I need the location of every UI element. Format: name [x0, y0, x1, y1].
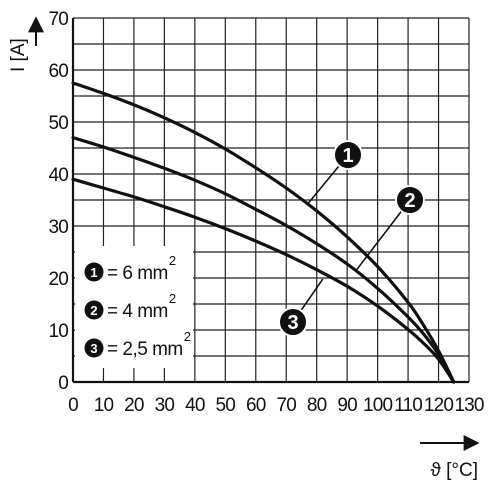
x-tick-label: 10 [94, 395, 114, 416]
y-tick-label: 30 [48, 217, 68, 238]
legend-superscript-1: 2 [169, 253, 176, 268]
x-tick-label: 40 [185, 395, 205, 416]
legend-badge-2 [84, 300, 104, 320]
callout-badge-2 [395, 185, 425, 215]
x-tick-label: 100 [363, 395, 393, 416]
x-tick-label: 50 [216, 395, 236, 416]
legend-badge-number-2: 2 [90, 303, 97, 318]
legend-superscript-2: 2 [169, 291, 176, 306]
y-axis-title-group: I [A] [8, 16, 44, 72]
grid [71, 17, 470, 384]
legend-label-2: = 4 mm [107, 301, 168, 322]
legend-superscript-3: 2 [184, 329, 191, 344]
callout-badge-number-2: 2 [404, 190, 415, 212]
y-tick-label: 40 [48, 165, 68, 186]
x-axis-ticks: 0 10 20 30 40 50 60 70 80 90 100 110 120 130 [68, 395, 485, 416]
x-tick-label: 70 [276, 395, 296, 416]
x-tick-label: 60 [246, 395, 266, 416]
callout-badge-1 [333, 140, 363, 170]
x-tick-label: 110 [394, 395, 422, 416]
legend-badge-number-3: 3 [90, 341, 97, 356]
x-tick-label: 20 [124, 395, 144, 416]
series-line-2 [71, 136, 456, 384]
series-line-1 [71, 81, 456, 384]
y-axis-ticks: 0 10 20 30 40 50 60 70 [48, 9, 69, 394]
legend-badge-1 [84, 262, 104, 282]
x-tick-label: 80 [307, 395, 327, 416]
legend-badge-number-1: 1 [90, 265, 97, 280]
x-axis-title-group: ϑ [°C] [420, 435, 480, 481]
y-tick-label: 10 [48, 321, 68, 342]
legend-label-3: = 2,5 mm [107, 339, 183, 360]
x-tick-label: 90 [337, 395, 357, 416]
y-tick-label: 70 [48, 9, 68, 30]
legend-badge-3 [84, 338, 104, 358]
y-tick-label: 0 [58, 373, 68, 394]
y-tick-label: 60 [48, 61, 68, 82]
legend-label-1: = 6 mm [107, 263, 168, 284]
x-tick-label: 120 [424, 395, 454, 416]
x-tick-label: 0 [68, 395, 78, 416]
series-line-3 [71, 177, 456, 384]
series-callouts: 1 2 3 [278, 140, 425, 337]
x-tick-label: 130 [454, 395, 484, 416]
series-curves [71, 81, 456, 384]
y-axis-title: I [A] [8, 38, 29, 72]
y-tick-label: 50 [48, 113, 68, 134]
y-tick-label: 20 [48, 269, 68, 290]
callout-badge-number-1: 1 [342, 145, 353, 167]
x-axis-title: ϑ [°C] [430, 460, 478, 481]
callout-badge-number-3: 3 [287, 312, 298, 334]
callout-badge-3 [278, 307, 308, 337]
x-tick-label: 30 [155, 395, 175, 416]
